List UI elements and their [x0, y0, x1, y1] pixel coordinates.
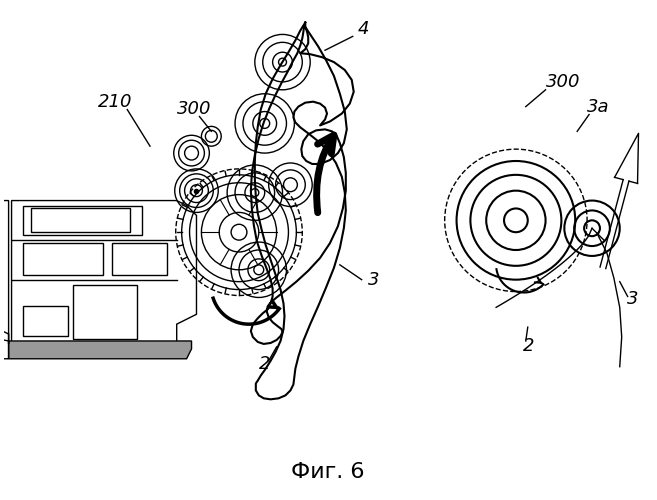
Text: 3: 3 [367, 270, 379, 288]
Text: 3: 3 [627, 290, 638, 308]
Text: 300: 300 [545, 73, 580, 91]
Text: Фиг. 6: Фиг. 6 [291, 462, 365, 482]
Text: 300: 300 [177, 100, 211, 117]
Bar [24, 306, 68, 336]
Bar [24, 206, 142, 235]
Bar [32, 208, 130, 232]
Bar [73, 284, 137, 339]
Bar [24, 243, 102, 274]
Text: 3a: 3a [587, 98, 610, 116]
Polygon shape [9, 341, 192, 359]
Bar [112, 243, 167, 274]
Text: 210: 210 [98, 92, 132, 110]
Text: 2: 2 [259, 354, 270, 372]
Text: 2: 2 [523, 337, 534, 355]
Text: 4: 4 [357, 20, 369, 38]
